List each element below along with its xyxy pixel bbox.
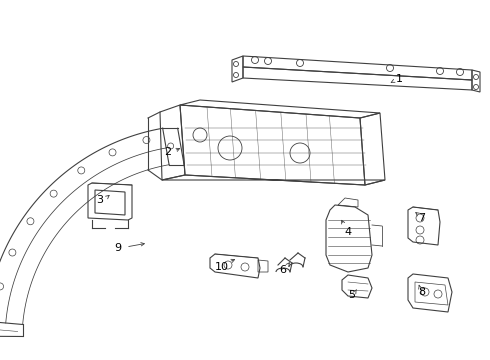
Text: 1: 1 [395,74,402,84]
Text: 6: 6 [279,265,287,275]
Text: 2: 2 [165,147,172,157]
Text: 9: 9 [115,243,122,253]
Text: 4: 4 [344,227,351,237]
Text: 5: 5 [348,290,356,300]
Text: 3: 3 [97,195,103,205]
Text: 8: 8 [418,287,425,297]
Text: 7: 7 [418,213,425,223]
Text: 10: 10 [215,262,229,272]
